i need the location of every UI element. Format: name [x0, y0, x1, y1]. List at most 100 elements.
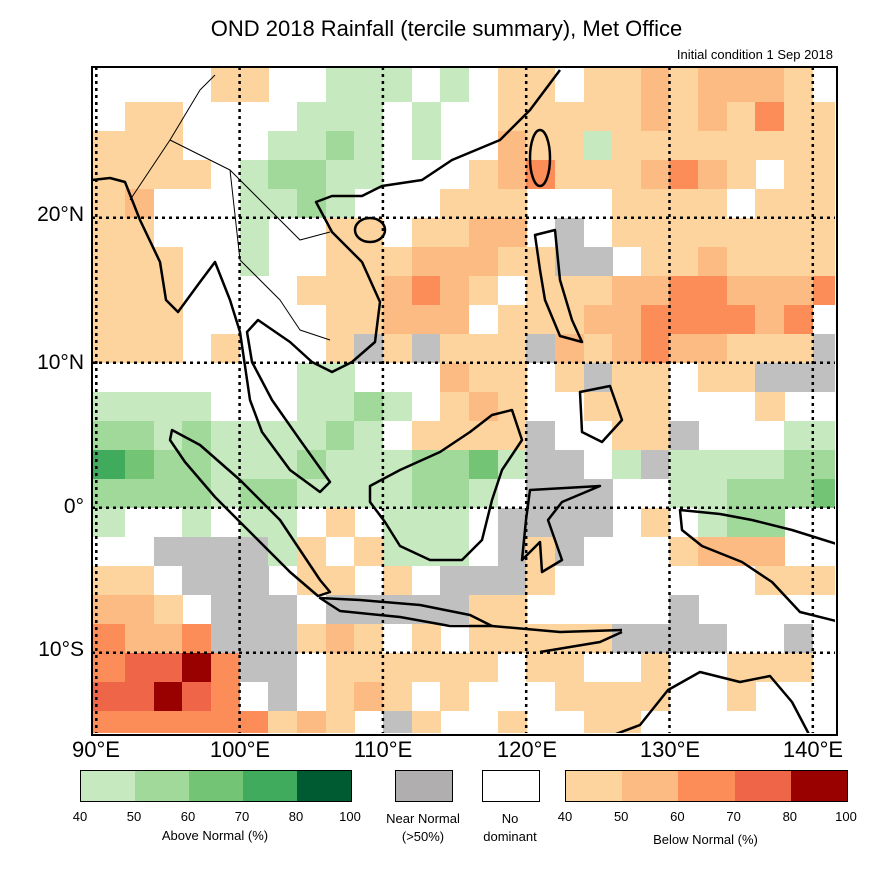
- grid-cell: [92, 710, 126, 733]
- colorbar-segment: [566, 771, 623, 801]
- sulawesi-coast: [520, 484, 602, 574]
- grid-cell: [583, 130, 613, 161]
- grid-cell: [440, 565, 470, 596]
- grid-cell: [325, 275, 355, 306]
- grid-cell: [182, 710, 212, 733]
- grid-cell: [669, 130, 699, 161]
- grid-cell: [92, 420, 126, 451]
- grid-cell: [411, 246, 441, 277]
- grid-cell: [325, 67, 355, 103]
- grid-cell: [640, 188, 670, 219]
- grid-cell: [669, 101, 699, 132]
- grid-cell: [325, 565, 355, 596]
- no-dominant-swatch: [482, 770, 540, 802]
- grid-cell: [468, 623, 499, 654]
- grid-cell: [497, 333, 527, 364]
- grid-cell: [325, 420, 355, 451]
- grid-cell: [124, 391, 155, 422]
- colorbar-segment: [297, 771, 351, 801]
- grid-cell: [526, 304, 556, 335]
- grid-cell: [210, 333, 241, 364]
- grid-cell: [268, 536, 298, 567]
- grid-cell: [382, 710, 413, 733]
- grid-cell: [612, 159, 642, 190]
- grid-cell: [153, 478, 183, 509]
- grid-cell: [182, 159, 212, 190]
- grid-cell: [612, 67, 642, 103]
- lon-label-100e: 100°E: [209, 737, 271, 762]
- grid-cell: [583, 246, 613, 277]
- grid-cell: [755, 304, 785, 335]
- grid-cell: [325, 333, 355, 364]
- grid-cell: [325, 478, 355, 509]
- grid-cell: [325, 681, 355, 712]
- grid-cell: [296, 391, 327, 422]
- grid-cell: [612, 275, 642, 306]
- grid-cell: [497, 130, 527, 161]
- grid-cell: [354, 101, 384, 132]
- near-normal-sublabel: (>50%): [401, 829, 445, 844]
- colorbar-tick-label: 80: [782, 809, 798, 824]
- colorbar-tick-label: 60: [180, 809, 196, 824]
- grid-cell: [468, 217, 499, 248]
- grid-cell: [440, 304, 470, 335]
- grid-cell: [382, 246, 413, 277]
- grid-cell: [325, 304, 355, 335]
- grid-cell: [124, 565, 155, 596]
- grid-cell: [124, 101, 155, 132]
- grid-cell: [325, 159, 355, 190]
- grid-cell: [612, 362, 642, 393]
- grid-cell: [612, 188, 642, 219]
- grid-cell: [497, 217, 527, 248]
- grid-cell: [382, 333, 413, 364]
- grid-cell: [124, 333, 155, 364]
- grid-cell: [726, 159, 756, 190]
- grid-cell: [210, 565, 241, 596]
- grid-cell: [92, 565, 126, 596]
- grid-cell: [784, 420, 814, 451]
- grid-cell: [153, 652, 183, 683]
- grid-cell: [497, 362, 527, 393]
- below-normal-label: Below Normal (%): [653, 832, 758, 847]
- lat-label-10s: 10°S: [38, 638, 84, 661]
- grid-cell: [182, 623, 212, 654]
- colorbar-segment: [790, 771, 848, 801]
- grid-cell: [583, 275, 613, 306]
- grid-cell: [268, 449, 298, 480]
- grid-cell: [698, 275, 728, 306]
- grid-cell: [812, 101, 835, 132]
- grid-cell: [411, 304, 441, 335]
- grid-cell: [440, 217, 470, 248]
- grid-cell: [612, 101, 642, 132]
- grid-cell: [153, 159, 183, 190]
- grid-cell: [784, 623, 814, 654]
- grid-cell: [382, 304, 413, 335]
- grid-cell: [382, 449, 413, 480]
- grid-cell: [411, 275, 441, 306]
- colorbar-segment: [243, 771, 297, 801]
- grid-cell: [698, 130, 728, 161]
- grid-cell: [698, 101, 728, 132]
- grid-cell: [239, 217, 269, 248]
- grid-cell: [325, 188, 355, 219]
- grid-cell: [812, 188, 835, 219]
- grid-cell: [812, 565, 835, 596]
- grid-cell: [669, 420, 699, 451]
- grid-cell: [153, 594, 183, 625]
- grid-cell: [698, 362, 728, 393]
- grid-cell: [382, 275, 413, 306]
- grid-cell: [640, 159, 670, 190]
- grid-cell: [669, 188, 699, 219]
- grid-cell: [153, 333, 183, 364]
- grid-cell: [182, 681, 212, 712]
- lesser-sunda-coast: [491, 624, 623, 654]
- initial-condition-label: Initial condition 1 Sep 2018: [676, 47, 833, 62]
- grid-cell: [669, 623, 699, 654]
- grid-cell: [440, 652, 470, 683]
- grid-cell: [92, 246, 126, 277]
- grid-cell: [497, 188, 527, 219]
- grid-cell: [755, 333, 785, 364]
- australia-coast: [615, 670, 810, 733]
- grid-cell: [812, 449, 835, 480]
- mainland-asia-coast: [92, 69, 561, 494]
